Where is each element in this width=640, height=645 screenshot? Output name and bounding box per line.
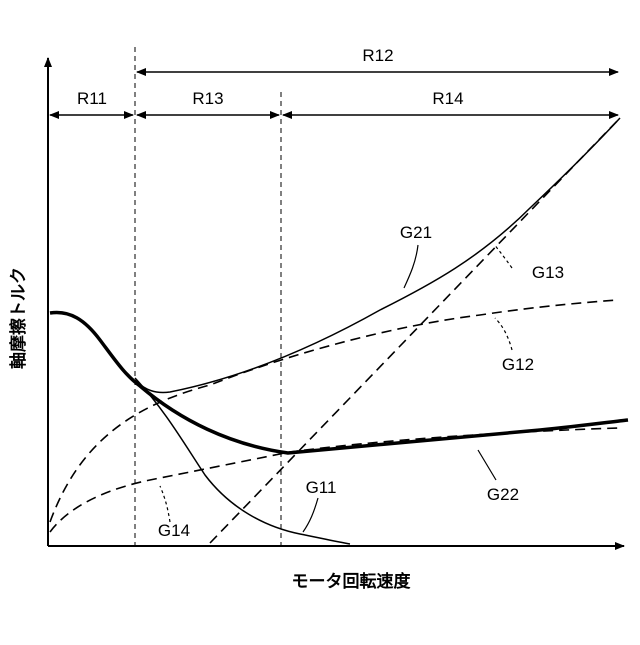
curve-label-g22: G22 xyxy=(487,485,519,504)
curve-label-g12: G12 xyxy=(502,355,534,374)
curve-label-g14: G14 xyxy=(158,521,190,540)
leader-g14 xyxy=(160,486,170,522)
region-label-r12: R12 xyxy=(362,46,393,65)
curve-g22 xyxy=(50,312,628,453)
x-axis-label: モータ回転速度 xyxy=(292,571,412,591)
leader-g21 xyxy=(404,245,418,288)
region-label-r11: R11 xyxy=(77,89,107,108)
axes xyxy=(48,58,624,546)
leader-g22 xyxy=(478,450,496,480)
curve-label-g13: G13 xyxy=(532,263,564,282)
leader-g13 xyxy=(494,244,512,268)
curve-label-g21: G21 xyxy=(400,223,432,242)
curves xyxy=(50,118,628,544)
y-axis-label: 軸摩擦トルク xyxy=(8,267,28,369)
region-label-r13: R13 xyxy=(192,89,223,108)
curve-label-g11: G11 xyxy=(306,478,337,497)
region-label-r14: R14 xyxy=(432,89,463,108)
region-boundaries xyxy=(135,47,281,546)
leader-g12 xyxy=(495,318,512,350)
leader-g11 xyxy=(303,498,318,532)
curve-g21 xyxy=(135,118,620,393)
